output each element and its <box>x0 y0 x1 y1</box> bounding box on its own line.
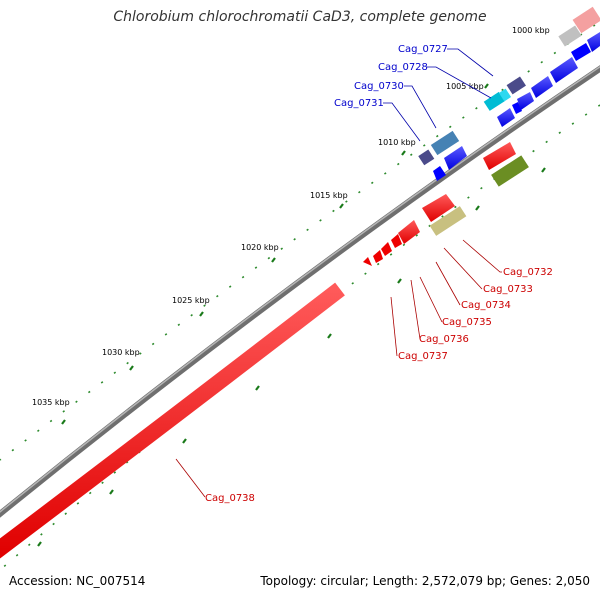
backbone-track <box>0 65 600 518</box>
gene-cag-0728[interactable] <box>483 91 505 111</box>
kbp-label-1005: 1005 kbp <box>446 82 484 91</box>
forward-gene-a[interactable] <box>444 146 467 170</box>
gene-label-cag-0732[interactable]: Cag_0732 <box>503 267 553 278</box>
forward-gene-g[interactable] <box>550 57 578 83</box>
gene-cag-0735[interactable] <box>381 242 392 256</box>
gene-cag-0734[interactable] <box>391 234 402 248</box>
forward-gene-e[interactable] <box>517 92 534 110</box>
gene-cag-0733[interactable] <box>398 220 420 244</box>
gene-label-cag-0727[interactable]: Cag_0727 <box>398 44 448 55</box>
kbp-label-1030: 1030 kbp <box>102 348 140 357</box>
forward-gene-c[interactable] <box>497 108 515 127</box>
map-title: Chlorobium chlorochromatii CaD3, complet… <box>113 9 487 25</box>
accession-text: Accession: NC_007514 <box>9 574 146 588</box>
gene-cag-0736[interactable] <box>373 250 383 263</box>
gene-label-cag-0737[interactable]: Cag_0737 <box>398 351 448 362</box>
major-ticks <box>37 83 546 547</box>
gene-label-cag-0736[interactable]: Cag_0736 <box>419 334 469 345</box>
kbp-label-1010: 1010 kbp <box>378 138 416 147</box>
reverse-strand-genes <box>363 142 529 266</box>
rna-gene-khaki[interactable] <box>429 206 467 236</box>
kbp-label-1020: 1020 kbp <box>241 243 279 252</box>
gene-cag-0732[interactable] <box>422 194 455 222</box>
kbp-label-1015: 1015 kbp <box>310 191 348 200</box>
gene-label-cag-0734[interactable]: Cag_0734 <box>461 300 511 311</box>
gene-cag-0727[interactable] <box>506 76 526 95</box>
gene-cag-0730[interactable] <box>430 130 460 156</box>
forward-gene-d[interactable] <box>512 102 522 114</box>
gene-cag-0738[interactable] <box>0 282 345 559</box>
kbp-label-1035: 1035 kbp <box>32 398 70 407</box>
forward-leader-lines <box>383 48 494 142</box>
gene-label-cag-0733[interactable]: Cag_0733 <box>483 284 533 295</box>
gene-grey-block[interactable] <box>558 25 582 47</box>
gene-label-cag-0731[interactable]: Cag_0731 <box>334 98 384 109</box>
forward-gene-h[interactable] <box>571 43 591 61</box>
gene-label-cag-0728[interactable]: Cag_0728 <box>378 62 428 73</box>
kbp-label-1000: 1000 kbp <box>512 26 550 35</box>
gene-label-cag-0738[interactable]: Cag_0738 <box>205 493 255 504</box>
reverse-gene-a[interactable] <box>483 142 516 170</box>
kbp-label-1025: 1025 kbp <box>172 296 210 305</box>
gene-label-cag-0730[interactable]: Cag_0730 <box>354 81 404 92</box>
reverse-leader-lines <box>175 239 502 498</box>
gene-label-cag-0735[interactable]: Cag_0735 <box>442 317 492 328</box>
rna-gene-olive[interactable] <box>491 155 529 187</box>
gene-pink-block[interactable] <box>572 6 600 34</box>
forward-strand-genes <box>418 6 600 181</box>
forward-gene-f[interactable] <box>531 76 553 98</box>
gene-cag-0737[interactable] <box>363 257 372 266</box>
forward-gene-b[interactable] <box>433 166 446 181</box>
genome-summary-text: Topology: circular; Length: 2,572,079 bp… <box>260 574 590 588</box>
forward-gene-i[interactable] <box>587 32 600 52</box>
gene-cag-0731[interactable] <box>418 149 435 166</box>
